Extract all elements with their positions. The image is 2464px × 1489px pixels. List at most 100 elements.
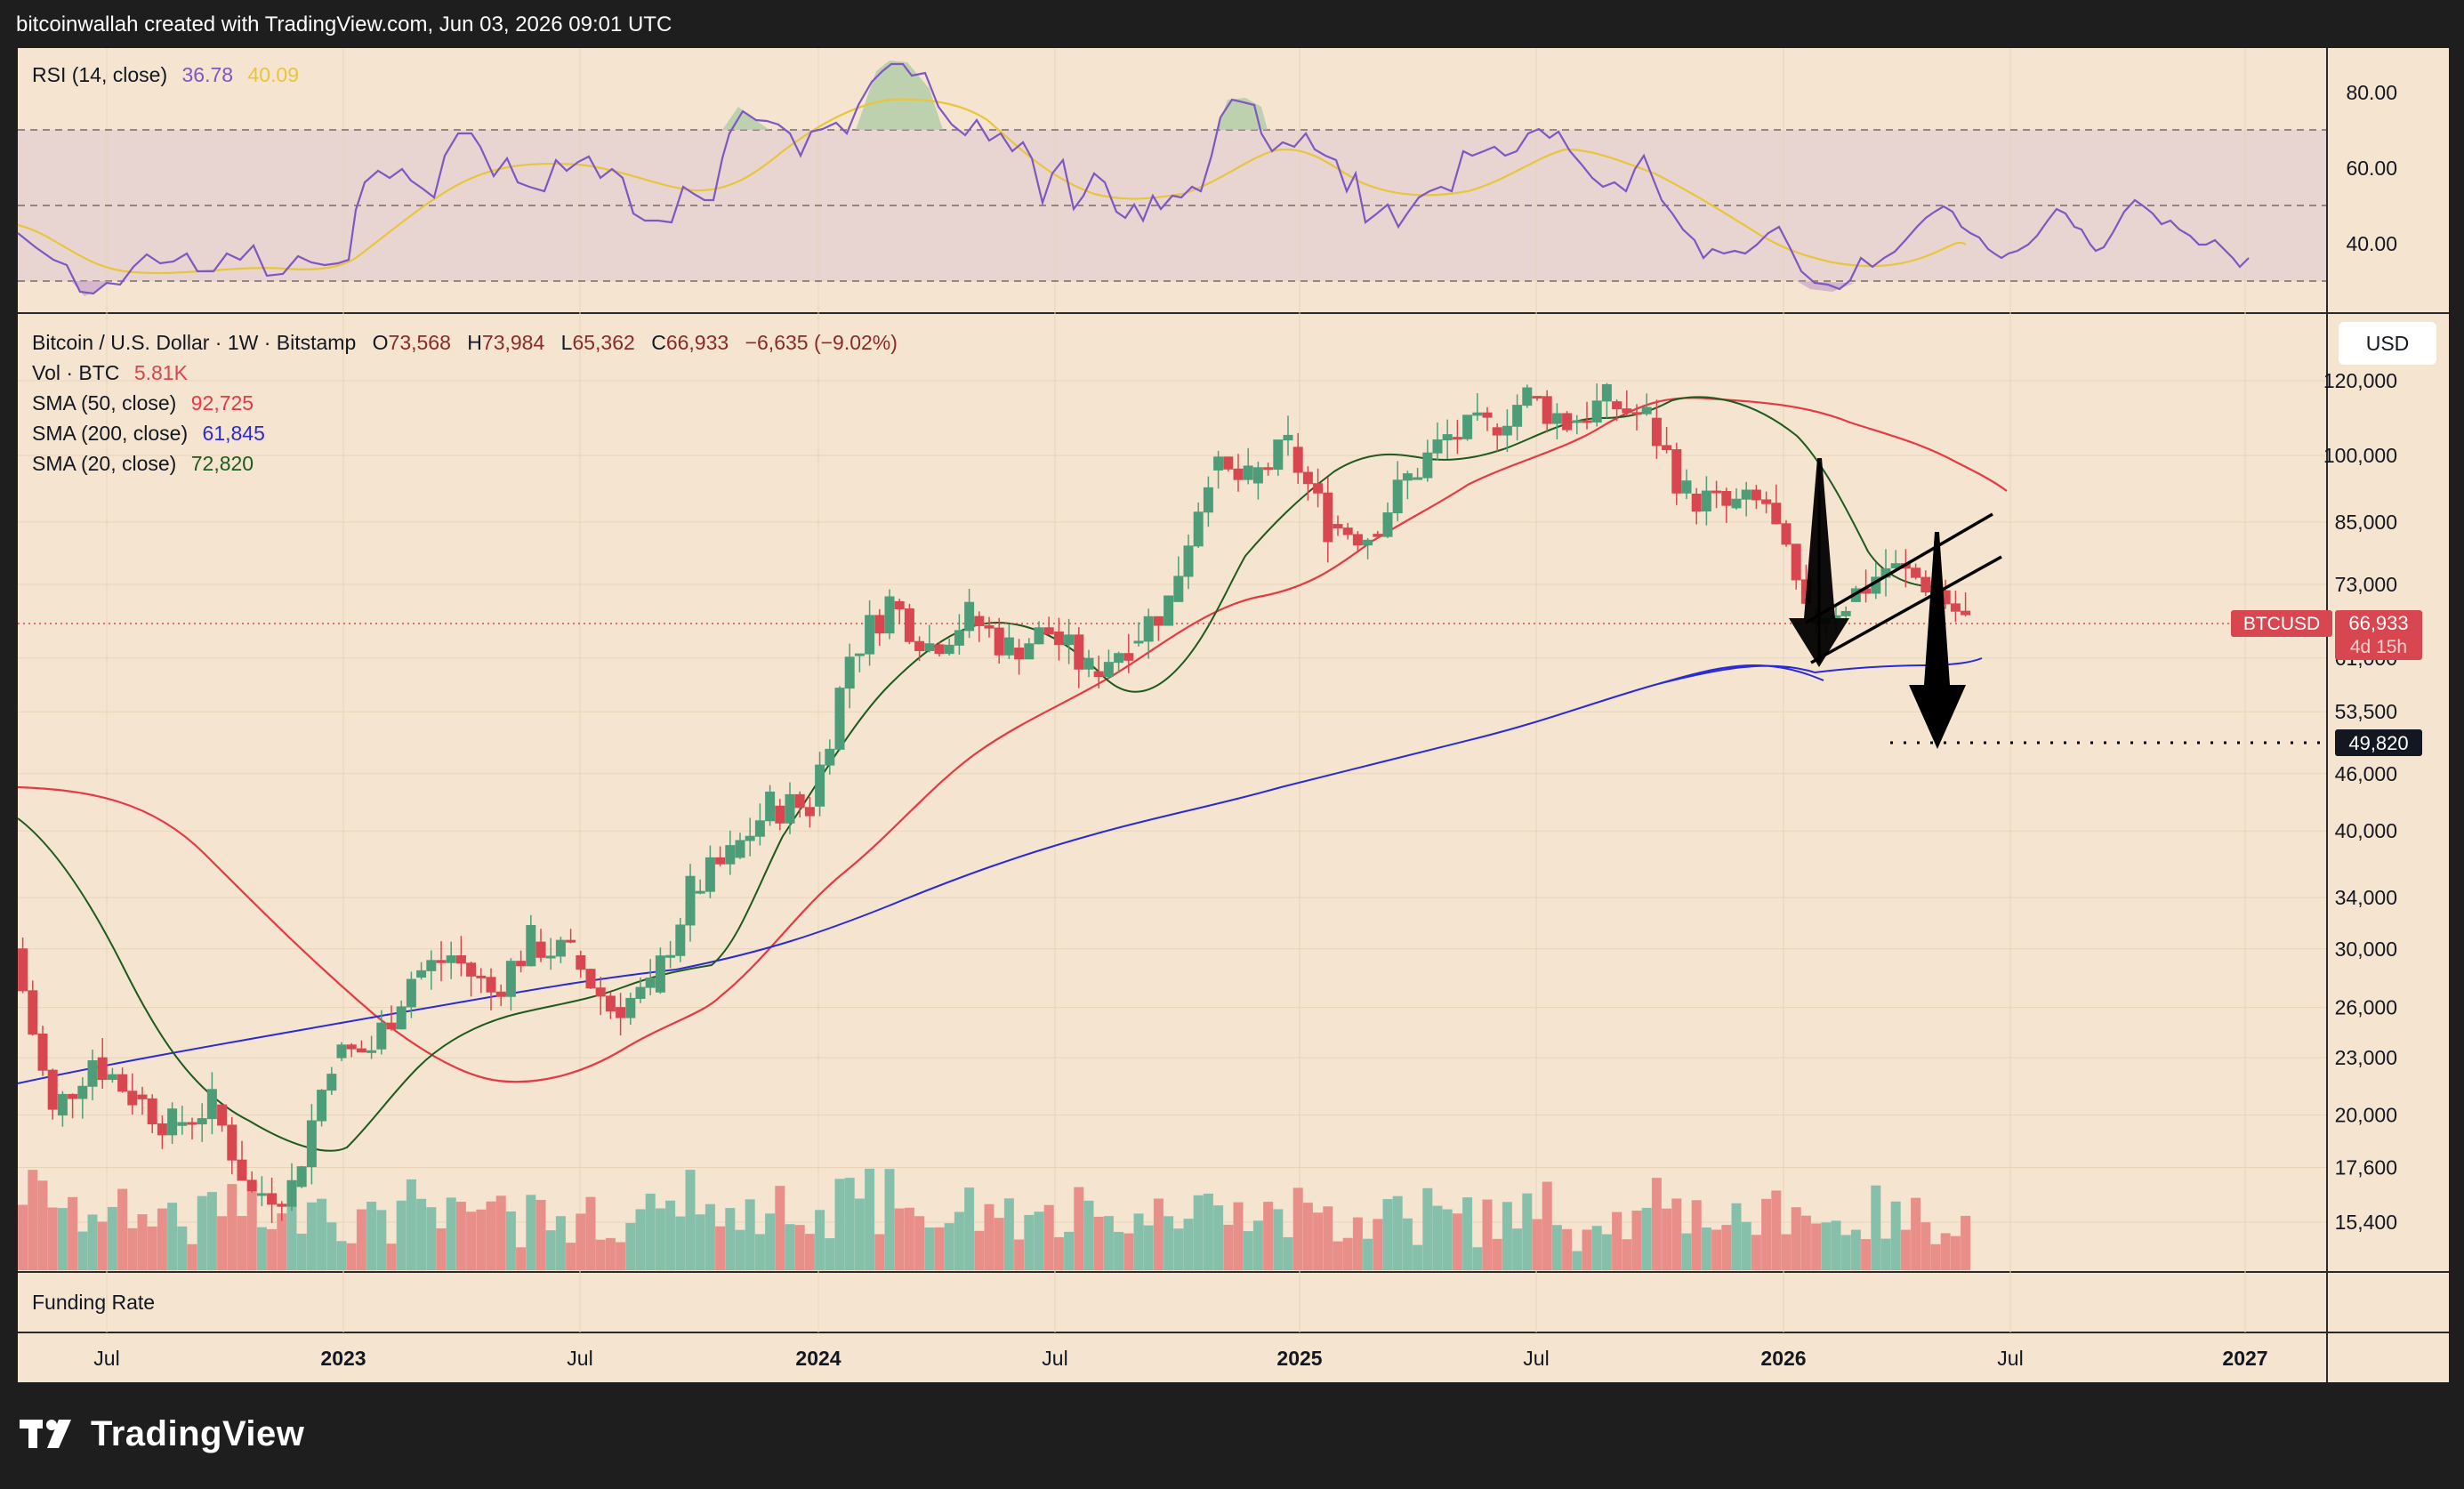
candle-body (1413, 477, 1423, 480)
time-tick-label: Jul (1997, 1347, 2023, 1370)
time-tick-label: 2026 (1760, 1347, 1806, 1370)
volume-bar (745, 1199, 755, 1270)
candle-body (1422, 452, 1433, 479)
volume-bar (1532, 1219, 1542, 1270)
candle-body (894, 600, 905, 610)
tradingview-logo[interactable]: TradingView (20, 1414, 304, 1454)
price-tick-label: 17,600 (2335, 1155, 2397, 1179)
volume-bar (18, 1204, 28, 1270)
volume-bar (1930, 1244, 1941, 1270)
volume-bar (1392, 1195, 1403, 1270)
time-tick-label: 2023 (320, 1347, 366, 1370)
candle-body (1840, 610, 1851, 616)
volume-bar (785, 1224, 795, 1270)
currency-button[interactable] (2339, 322, 2436, 365)
target-price-value: 49,820 (2348, 732, 2408, 754)
candle-body (356, 1048, 366, 1053)
candle-body (495, 991, 506, 997)
candle-body (97, 1057, 108, 1081)
candle-body (1252, 467, 1263, 484)
volume-bar (1850, 1229, 1861, 1270)
candle-body (1711, 490, 1722, 494)
price-axis: 120,000100,00085,00073,00061,00053,50046… (2323, 369, 2397, 1234)
candle-body (1323, 492, 1333, 543)
volume-bar (904, 1207, 914, 1270)
volume-bar (1711, 1229, 1722, 1270)
candle-body (227, 1124, 238, 1161)
volume-bar (416, 1198, 427, 1270)
volume-bar (794, 1225, 805, 1270)
rsi-title: RSI (14, close) (32, 63, 167, 86)
volume-bar (1243, 1231, 1253, 1270)
sma200-value: 61,845 (203, 422, 265, 445)
volume-bar (277, 1213, 287, 1270)
volume-bar (1133, 1213, 1144, 1270)
sma50-legend: SMA (50, close) 92,725 (32, 391, 254, 415)
candle-body (1701, 490, 1711, 511)
candle-body (1193, 511, 1204, 547)
candle-body (1003, 637, 1014, 656)
volume-bar (137, 1214, 148, 1270)
rsi-legend: RSI (14, close) 36.78 40.09 (32, 63, 299, 86)
volume-bar (206, 1192, 217, 1270)
candle-body (516, 961, 527, 967)
volume-bar (894, 1208, 905, 1270)
candle-body (107, 1074, 117, 1081)
time-axis: Jul 2023 Jul 2024 Jul 2025 Jul 2026 Jul 2027 (93, 1347, 2267, 1370)
time-tick-label: Jul (1042, 1347, 1067, 1370)
volume-bars (18, 1168, 1971, 1270)
price-tick-label: 20,000 (2335, 1104, 2397, 1127)
volume-bar (526, 1195, 536, 1270)
volume-bar (1363, 1238, 1373, 1270)
candle-body (117, 1074, 128, 1092)
volume-bar (934, 1227, 945, 1270)
ohlc-low-value: 65,362 (572, 331, 634, 354)
volume-bar (605, 1237, 616, 1270)
candle-body (1522, 387, 1533, 406)
volume-bar (1492, 1238, 1502, 1270)
volume-bar (954, 1211, 964, 1270)
candle-body (1203, 487, 1213, 513)
volume-bar (1323, 1206, 1333, 1270)
volume-bar (1333, 1241, 1343, 1270)
volume-bar (1631, 1211, 1642, 1270)
candle-body (1961, 610, 1971, 616)
volume-bar (1920, 1222, 1931, 1270)
volume-bar (1940, 1233, 1951, 1270)
volume-bar (1024, 1214, 1035, 1270)
volume-bar (1014, 1239, 1025, 1270)
volume-bar (1771, 1190, 1782, 1270)
candle-body (396, 1006, 407, 1030)
time-tick-label: 2025 (1276, 1347, 1322, 1370)
candle-body (505, 961, 516, 997)
candle-body (785, 793, 795, 824)
volume-bar (57, 1208, 68, 1270)
volume-value: 5.81K (134, 361, 189, 384)
volume-bar (1961, 1215, 1971, 1270)
volume-bar (535, 1199, 546, 1270)
volume-bar (804, 1234, 815, 1270)
candle-body (1622, 408, 1632, 414)
volume-bar (376, 1210, 387, 1270)
volume-bar (655, 1208, 665, 1270)
volume-bar (77, 1231, 88, 1270)
price-tick-label: 73,000 (2335, 573, 2397, 596)
candle-body (1502, 425, 1512, 436)
candle-body (924, 643, 935, 652)
volume-bar (1442, 1209, 1453, 1270)
candle-body (1562, 413, 1573, 431)
volume-bar (336, 1241, 347, 1270)
candle-body (336, 1044, 347, 1058)
candle-body (865, 615, 875, 655)
candle-body (1482, 412, 1493, 418)
candle-body (1183, 545, 1194, 577)
volume-bar (1223, 1224, 1234, 1270)
volume-bar (1034, 1211, 1044, 1270)
candle-body (1731, 498, 1742, 509)
time-tick-label: Jul (1523, 1347, 1549, 1370)
volume-bar (1840, 1235, 1851, 1270)
volume-bar (436, 1227, 447, 1270)
candle-body (825, 748, 835, 766)
candle-body (1890, 563, 1901, 568)
